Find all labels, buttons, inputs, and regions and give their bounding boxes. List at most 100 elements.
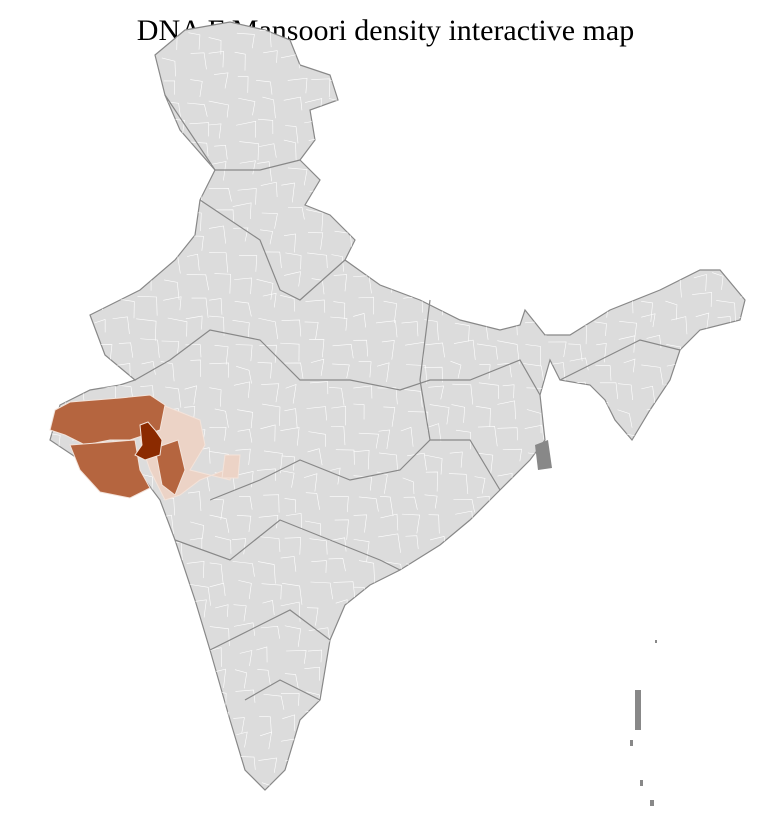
district-border-line [427, 124, 446, 148]
district-border-line [620, 95, 641, 113]
district-border-line [522, 203, 541, 224]
district-border-line [449, 250, 463, 271]
district-border-line [571, 188, 594, 203]
district-border-line [521, 539, 535, 560]
district-border-line [189, 537, 203, 551]
district-medium-density[interactable] [69, 439, 151, 499]
district-border-line [69, 57, 88, 76]
district-border-line [167, 317, 188, 337]
district-border-line [65, 669, 84, 689]
district-border-line [694, 168, 713, 189]
district-border-line [236, 120, 257, 138]
district-border-line [619, 717, 635, 736]
district-border-line [164, 279, 180, 300]
district-border-line [667, 755, 683, 774]
india-outline[interactable] [49, 21, 746, 791]
district-border-line [640, 117, 655, 138]
district-border-line [544, 76, 561, 97]
district-border-line [112, 517, 131, 532]
district-border-line [689, 423, 702, 441]
district-border-line [381, 340, 395, 360]
district-border-line [379, 118, 395, 137]
district-border-line [378, 774, 392, 790]
district-border-line [191, 297, 209, 318]
district-border-line [286, 650, 307, 664]
district-border-line [545, 578, 560, 594]
district-border-line [376, 690, 397, 710]
district-border-line [94, 319, 106, 333]
district-border-line [233, 227, 249, 242]
district-border-line [527, 76, 548, 90]
district-border-line [136, 668, 157, 686]
district-border-line [234, 277, 252, 295]
district-border-line [525, 344, 542, 367]
district-border-line [50, 75, 56, 96]
island [640, 780, 643, 786]
district-border-line [592, 777, 604, 790]
district-border-line [567, 207, 586, 228]
district-border-line [693, 449, 709, 473]
district-border-line [428, 423, 442, 442]
district-border-line [496, 161, 508, 181]
district-border-line [736, 382, 745, 402]
district-border-line [383, 647, 399, 665]
district-border-line [50, 52, 65, 69]
district-border-line [712, 404, 731, 425]
district-border-line [164, 668, 184, 687]
district-high-density[interactable] [134, 421, 163, 461]
district-border-line [671, 717, 692, 737]
district-border-line [280, 556, 297, 572]
district-border-line [498, 738, 514, 759]
district-border-line [453, 339, 476, 360]
district-border-line [50, 668, 63, 692]
district-border-line [497, 340, 520, 365]
district-border-line [329, 782, 349, 790]
district-border-line [235, 689, 256, 703]
district-border-line [89, 117, 105, 132]
district-border-line [431, 183, 451, 199]
district-border-line [189, 122, 210, 137]
district-border-line [450, 161, 470, 182]
district-border-line [716, 339, 731, 357]
district-border-line [428, 514, 440, 534]
district-border-line [524, 424, 545, 440]
district-border-line [50, 653, 53, 672]
district-border-line [502, 182, 522, 202]
district-border-line [116, 781, 138, 790]
district-border-line [665, 300, 678, 320]
district-border-line [739, 98, 745, 115]
district-border-line [375, 79, 393, 100]
district-border-line [377, 32, 395, 55]
district-border-line [117, 252, 134, 271]
district-border-line [641, 450, 662, 470]
district-border-line [162, 646, 185, 668]
district-border-line [308, 431, 326, 447]
district-border-line [714, 783, 736, 790]
district-border-line [594, 321, 607, 337]
district-medium-density[interactable] [154, 439, 186, 496]
district-border-line [382, 739, 402, 762]
district-border-line [522, 581, 540, 596]
district-border-line [641, 300, 653, 323]
district-border-line [594, 163, 608, 184]
district-border-line [473, 249, 492, 273]
district-border-line [669, 137, 690, 156]
india-landmass[interactable] [49, 21, 746, 791]
gujarat-density-districts[interactable] [49, 394, 241, 501]
sundarbans-region[interactable] [535, 440, 552, 470]
district-border-line [497, 499, 515, 520]
district-low-density[interactable] [221, 454, 241, 479]
district-border-line [305, 299, 326, 313]
district-border-line [258, 143, 277, 158]
district-border-line [479, 779, 494, 790]
district-border-line [407, 646, 428, 660]
district-border-line [186, 274, 210, 291]
district-border-line [451, 600, 469, 621]
district-border-line [497, 427, 519, 441]
district-border-line [334, 689, 351, 706]
district-border-line [209, 315, 225, 336]
district-border-line [353, 602, 370, 625]
district-border-line [238, 580, 252, 600]
district-border-line [548, 540, 559, 563]
